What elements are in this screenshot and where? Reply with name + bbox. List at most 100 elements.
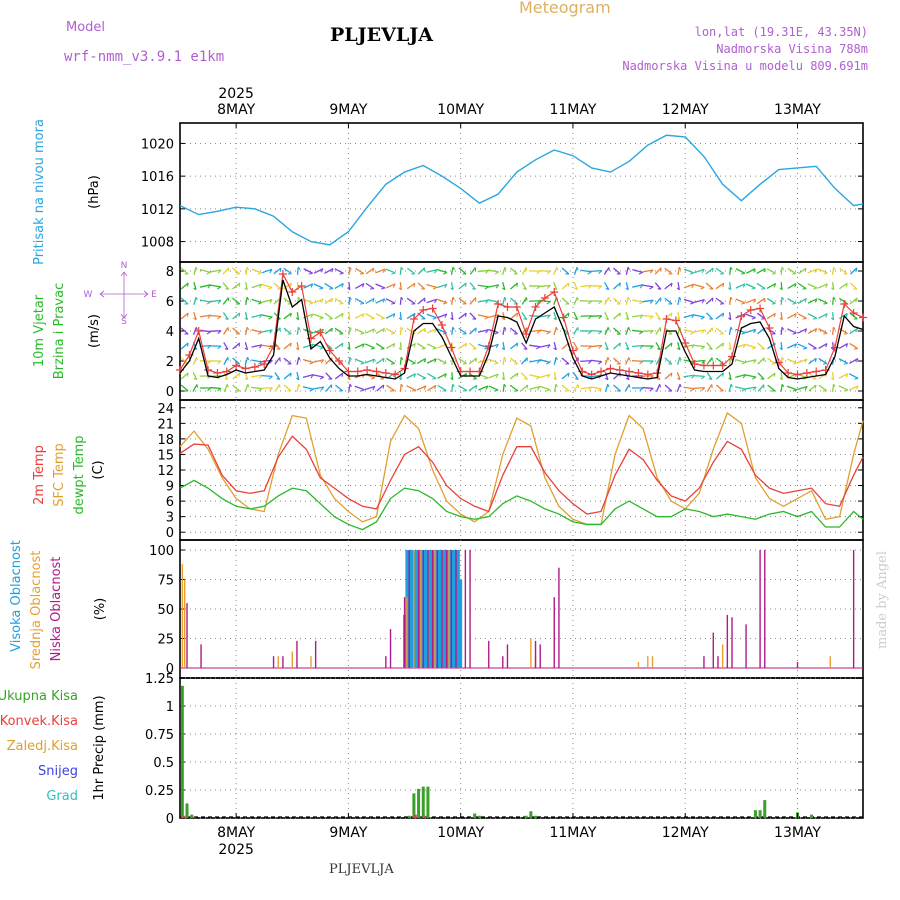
wind-gust-marker [606,364,615,373]
wind-arrowhead [722,372,724,377]
wind-arrow [632,299,643,303]
wind-arrowhead [483,377,489,380]
wind-arrow [745,359,757,363]
wind-arrow [180,342,189,350]
wind-arrow [199,344,211,348]
wind-arrowhead [771,302,776,305]
wind-arrow [274,384,281,392]
wind-arrowhead [598,345,603,349]
wind-arrow [355,267,365,275]
wind-arrowhead [329,288,333,290]
wind-arrowhead [390,362,395,365]
footer-station: PLJEVLJA [329,862,394,877]
wind-gust-marker [325,346,334,355]
wind-arrow [399,327,402,335]
wind-arrowhead [649,345,654,350]
wind-arrowhead [268,387,273,392]
wind-arrow [529,359,541,363]
wind-arrow [625,282,629,290]
wind-arrowhead [804,386,808,391]
wind-arrow [849,282,858,290]
cloud-bar-low [731,617,733,668]
wind-gust-marker [391,370,400,379]
wind-arrow [469,267,476,275]
wind-arrow [715,384,724,392]
wind-arrowhead [794,283,797,288]
wind-arrowhead [722,283,725,288]
wind-arrow [529,385,540,391]
wind-arrowhead [372,358,376,363]
wind-arrowhead [691,314,695,319]
wind-arrow [354,358,365,364]
wind-arrowhead [501,347,505,351]
pressure-axis-title: Pritisak na nivou mora [32,119,47,265]
wind-arrowhead [411,389,416,392]
wind-arrow [502,327,506,335]
wind-arrowhead [536,329,541,334]
wind-arrow [375,268,386,274]
wind-arrowhead [605,347,609,351]
y-tick-label: 0.75 [145,728,174,743]
wind-arrowhead [423,297,426,302]
wind-arrow [303,268,313,274]
wind-arrowhead [627,297,631,301]
wind-arrow [222,312,229,320]
wind-arrowhead [442,389,447,392]
wind-arrowhead [193,287,197,291]
cloud-bar-mid [530,638,532,668]
wind-arrowhead [195,297,198,301]
wind-arrow [677,297,681,305]
wind-arrow [365,297,375,305]
cloud-axis-title-2: Srednja Oblacnost [29,551,44,670]
wind-arrowhead [607,327,610,331]
wind-arrowhead [536,386,541,391]
wind-arrow [244,312,248,320]
wind-arrowhead [494,271,500,275]
wind-arrowhead [813,287,818,290]
wind-arrow [520,384,529,392]
wind-arrow [561,297,570,305]
wind-arrowhead [450,377,454,381]
wind-arrowhead [501,287,506,291]
x-axis-top-label: 8MAY [217,102,255,118]
wind-arrow [436,313,448,319]
wind-arrow [469,312,477,320]
y-tick-label: 1012 [141,203,174,218]
wind-arrow [539,270,551,272]
cloud-bar-low [759,550,761,668]
wind-arrowhead [320,386,325,391]
watermark: made by Angel [875,551,890,649]
wind-arrowhead [276,378,280,381]
wind-arrowhead [432,286,438,290]
wind-arrow [283,312,292,320]
wind-arrow [664,297,673,305]
wind-arrowhead [742,283,746,288]
wind-speed-line [179,279,864,380]
wind-arrow [683,313,695,319]
wind-arrow [302,358,314,364]
wind-arrow [261,299,273,303]
wind-arrow [735,283,746,289]
wind-arrowhead [678,266,682,271]
wind-gust-marker [278,270,287,278]
station-coords: lon,lat (19.31E, 43.35N) [694,25,868,39]
wind-arrow [604,384,609,392]
wind-arrowhead [830,287,834,291]
wind-arrow [436,268,448,274]
wind-arrowhead [434,358,437,363]
wind-arrow [348,357,351,365]
wind-arrowhead [656,347,661,351]
y-tick-label: 0 [166,662,174,677]
wind-arrow [232,372,240,380]
wind-arrowhead [390,332,395,335]
wind-arrowhead [247,384,250,388]
wind-arrow [334,297,344,305]
wind-arrowhead [464,282,467,287]
wind-arrowhead [244,287,248,291]
wind-arrow [757,372,765,380]
precip-bar-total [529,811,533,818]
wind-arrowhead [598,315,603,320]
wind-arrow [693,299,705,303]
station-elevation: Nadmorska Visina 788m [716,42,868,56]
wind-arrow [529,314,541,318]
